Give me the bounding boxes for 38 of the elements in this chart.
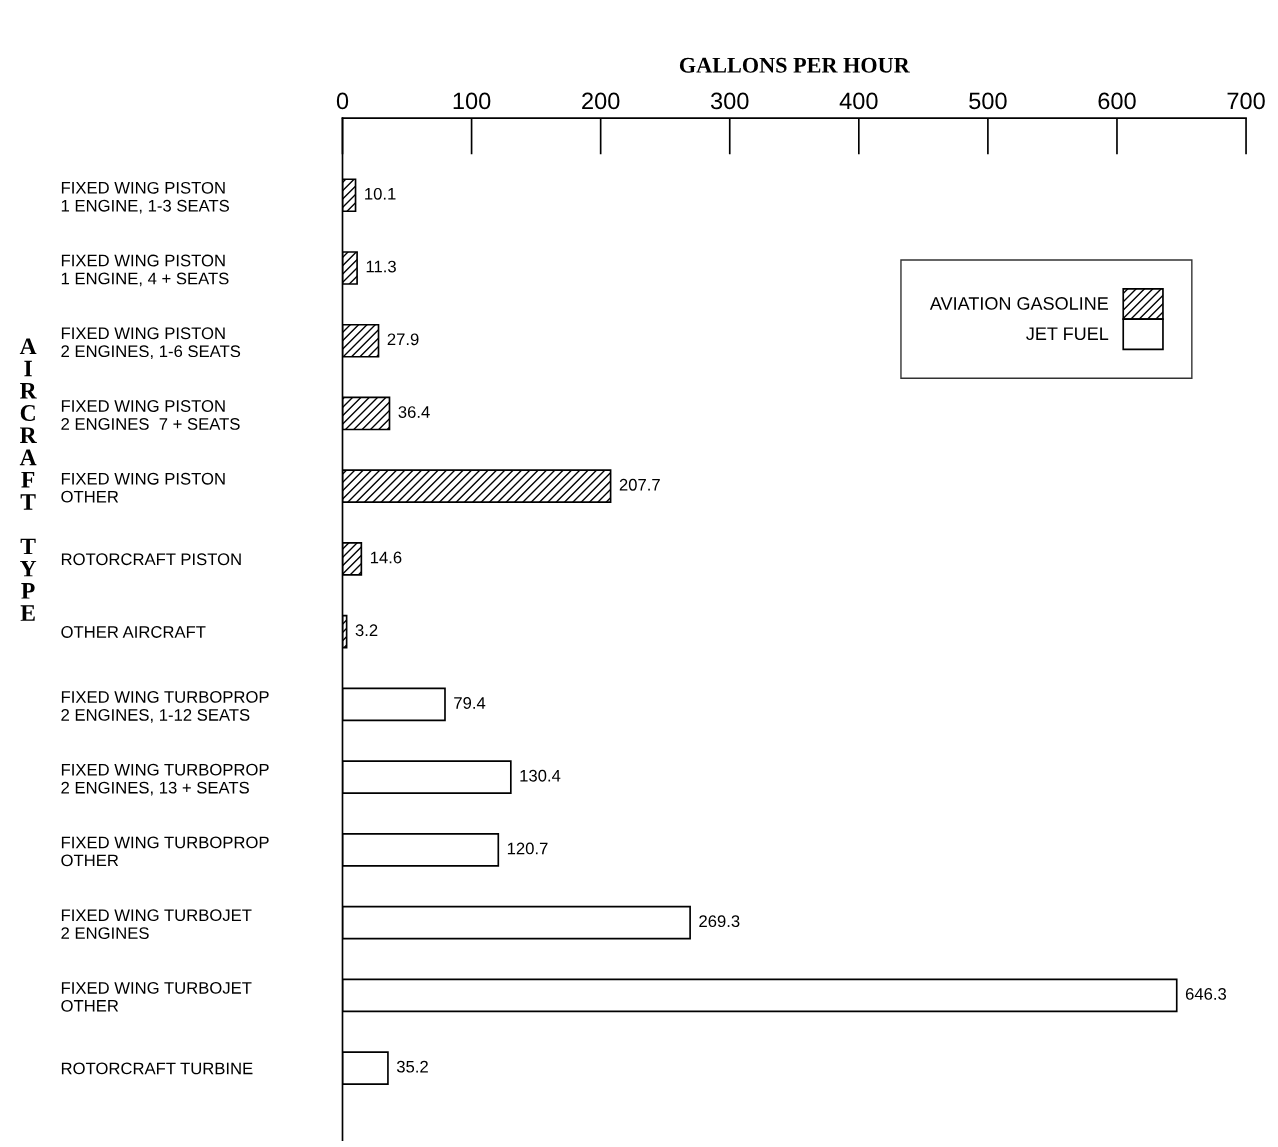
x-tick-label: 300 bbox=[710, 92, 749, 110]
x-tick-label: 700 bbox=[1227, 92, 1265, 110]
x-tick-label: 600 bbox=[1098, 92, 1136, 110]
data-label: 14.6 bbox=[370, 551, 402, 564]
y-tick-label: ROTORCRAFT TURBINE bbox=[61, 1062, 253, 1075]
y-tick-label: FIXED WING TURBOPROP 2 ENGINES, 13 + SEATS bbox=[61, 763, 269, 796]
y-tick-label: OTHER AIRCRAFT bbox=[61, 626, 206, 638]
y-tick-label: FIXED WING PISTON OTHER bbox=[61, 472, 225, 503]
x-tick-label: 500 bbox=[969, 92, 1007, 110]
legend-label: JET FUEL bbox=[1026, 327, 1109, 341]
data-label: 79.4 bbox=[454, 697, 486, 709]
data-label: 207.7 bbox=[619, 478, 660, 491]
y-tick-label: FIXED WING TURBOJET OTHER bbox=[61, 982, 252, 1012]
data-label: 36.4 bbox=[398, 406, 430, 418]
y-tick-label: FIXED WING PISTON 2 ENGINES 7 + SEATS bbox=[61, 400, 240, 430]
data-label: 646.3 bbox=[1185, 988, 1227, 1000]
y-tick-label: FIXED WING PISTON 2 ENGINES, 1-6 SEATS bbox=[61, 327, 241, 360]
data-label: 130.4 bbox=[520, 769, 561, 782]
text: AIRCRAFT TYPE bbox=[19, 338, 37, 621]
y-tick-label: FIXED WING TURBOPROP 2 ENGINES, 1-12 SEATS bbox=[61, 691, 269, 723]
y-tick-label: ROTORCRAFT PISTON bbox=[61, 553, 241, 566]
y-tick-label: FIXED WING TURBOPROP OTHER bbox=[61, 836, 269, 867]
data-label: 3.2 bbox=[355, 624, 378, 637]
y-tick-label: FIXED WING PISTON 1 ENGINE, 4 + SEATS bbox=[61, 254, 229, 287]
x-tick-label: 100 bbox=[453, 92, 491, 110]
y-tick-label: FIXED WING PISTON 1 ENGINE, 1-3 SEATS bbox=[61, 181, 229, 214]
y-tick-label: FIXED WING TURBOJET 2 ENGINES bbox=[61, 909, 252, 940]
data-label: 27.9 bbox=[387, 333, 419, 346]
x-tick-label: 400 bbox=[839, 92, 878, 110]
x-tick-label: 200 bbox=[582, 92, 620, 110]
data-label: 11.3 bbox=[366, 260, 396, 273]
data-label: 10.1 bbox=[365, 187, 396, 200]
data-label: 120.7 bbox=[507, 842, 548, 855]
x-tick-label: 0 bbox=[336, 92, 349, 110]
data-label: 269.3 bbox=[699, 915, 740, 928]
data-label: 35.2 bbox=[396, 1060, 428, 1073]
legend-label: AVIATION GASOLINE bbox=[929, 297, 1109, 310]
x-axis-title: GALLONS PER HOUR bbox=[679, 57, 910, 73]
